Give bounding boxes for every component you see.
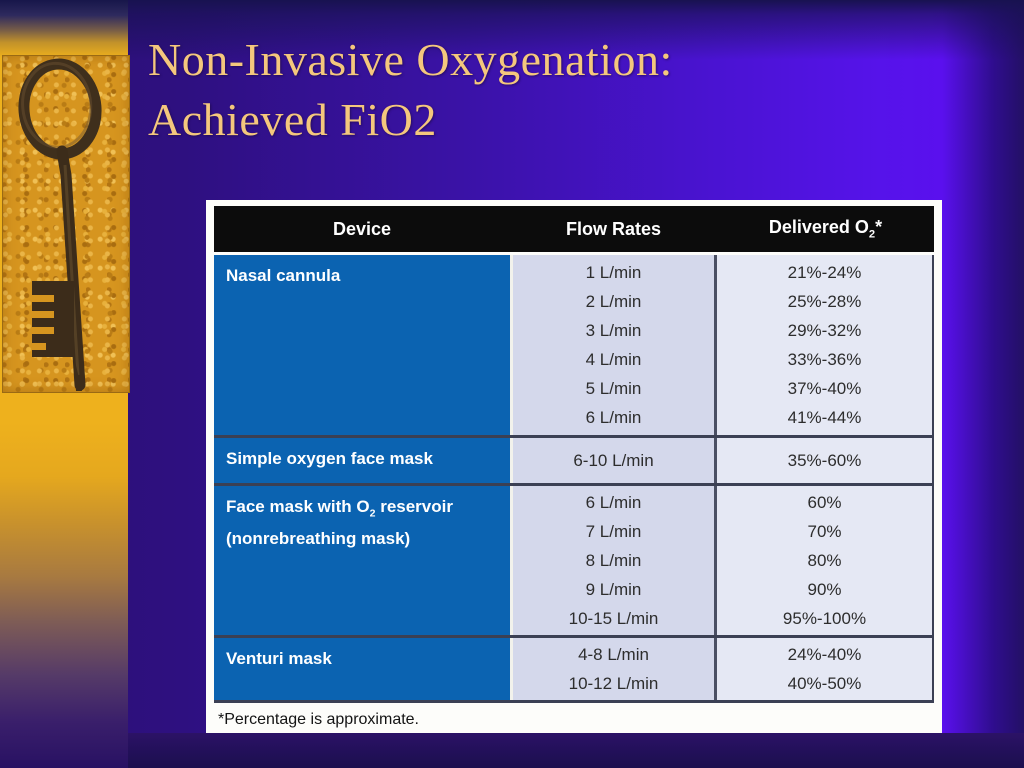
- o2-value: 70%: [807, 522, 842, 541]
- flow-rates-cell: 6 L/min 7 L/min 8 L/min 9 L/min 10-15 L/…: [510, 486, 714, 635]
- table-section-reservoir-mask: Face mask with O2 reservoir (nonrebreath…: [214, 483, 932, 635]
- delivered-o2-cell: 60% 70% 80% 90% 95%-100%: [714, 486, 932, 635]
- flow-rate-value: 10-15 L/min: [568, 609, 659, 628]
- delivered-o2-cell: 35%-60%: [714, 438, 932, 483]
- footer-bar: [0, 733, 1024, 768]
- flow-rate-value: 8 L/min: [585, 551, 642, 570]
- header-o2-subscript: 2: [868, 228, 876, 241]
- flow-rate-value: 6-10 L/min: [573, 451, 654, 470]
- device-name: Venturi mask: [214, 638, 510, 700]
- flow-rate-value: 6 L/min: [585, 408, 642, 427]
- o2-value: 60%: [807, 493, 842, 512]
- table-header-row: Device Flow Rates Delivered O2*: [214, 206, 934, 252]
- flow-rates-cell: 1 L/min 2 L/min 3 L/min 4 L/min 5 L/min …: [510, 255, 714, 435]
- table-section-nasal-cannula: Nasal cannula 1 L/min 2 L/min 3 L/min 4 …: [214, 255, 932, 435]
- device-text: reservoir: [375, 497, 453, 516]
- o2-value: 21%-24%: [787, 263, 862, 282]
- table-section-simple-face-mask: Simple oxygen face mask 6-10 L/min 35%-6…: [214, 435, 932, 483]
- device-name-line1: Face mask with O2 reservoir: [226, 494, 498, 526]
- flow-rates-cell: 4-8 L/min 10-12 L/min: [510, 638, 714, 700]
- antique-key-photo: [2, 55, 130, 393]
- flow-rate-value: 2 L/min: [585, 292, 642, 311]
- o2-value: 37%-40%: [787, 379, 862, 398]
- slide-title-line2: Achieved FiO2: [148, 94, 437, 145]
- device-name: Face mask with O2 reservoir (nonrebreath…: [214, 486, 510, 635]
- header-delivered-o2: Delivered O2*: [717, 217, 934, 241]
- device-name-line2: (nonrebreathing mask): [226, 529, 411, 549]
- device-name: Simple oxygen face mask: [214, 438, 510, 483]
- o2-value: 41%-44%: [787, 408, 862, 427]
- header-delivered-text: Delivered O: [768, 217, 869, 238]
- device-text: Face mask with O: [226, 497, 370, 516]
- flow-rate-value: 1 L/min: [585, 263, 642, 282]
- header-device: Device: [332, 218, 392, 239]
- o2-value: 80%: [807, 551, 842, 570]
- o2-value: 24%-40%: [787, 645, 862, 664]
- flow-rates-cell: 6-10 L/min: [510, 438, 714, 483]
- slide-title-line1: Non-Invasive Oxygenation:: [148, 34, 673, 85]
- flow-rate-value: 4-8 L/min: [578, 645, 649, 664]
- o2-value: 35%-60%: [787, 451, 862, 470]
- delivered-o2-cell: 21%-24% 25%-28% 29%-32% 33%-36% 37%-40% …: [714, 255, 932, 435]
- left-gold-strip: [0, 0, 130, 768]
- slide-title: Non-Invasive Oxygenation: Achieved FiO2: [148, 30, 1008, 150]
- device-o2-subscript: 2: [369, 507, 376, 520]
- key-icon: [18, 58, 102, 391]
- header-asterisk: *: [875, 217, 883, 238]
- delivered-o2-cell: 24%-40% 40%-50%: [714, 638, 932, 700]
- flow-rate-value: 10-12 L/min: [568, 674, 659, 693]
- flow-rate-value: 9 L/min: [585, 580, 642, 599]
- o2-value: 90%: [807, 580, 842, 599]
- header-flow-rates: Flow Rates: [565, 218, 662, 239]
- flow-rate-value: 6 L/min: [585, 493, 642, 512]
- table-section-venturi-mask: Venturi mask 4-8 L/min 10-12 L/min 24%-4…: [214, 635, 932, 700]
- o2-value: 25%-28%: [787, 292, 862, 311]
- table-footnote: *Percentage is approximate.: [218, 711, 419, 728]
- table-body: Nasal cannula 1 L/min 2 L/min 3 L/min 4 …: [214, 255, 934, 703]
- o2-value: 33%-36%: [787, 350, 862, 369]
- o2-value: 29%-32%: [787, 321, 862, 340]
- o2-value: 40%-50%: [787, 674, 862, 693]
- device-name: Nasal cannula: [214, 255, 510, 435]
- flow-rate-value: 4 L/min: [585, 350, 642, 369]
- flow-rate-value: 7 L/min: [585, 522, 642, 541]
- flow-rate-value: 3 L/min: [585, 321, 642, 340]
- o2-value: 95%-100%: [782, 609, 867, 628]
- flow-rate-value: 5 L/min: [585, 379, 642, 398]
- oxygenation-table-panel: Device Flow Rates Delivered O2* Nasal ca…: [206, 200, 942, 733]
